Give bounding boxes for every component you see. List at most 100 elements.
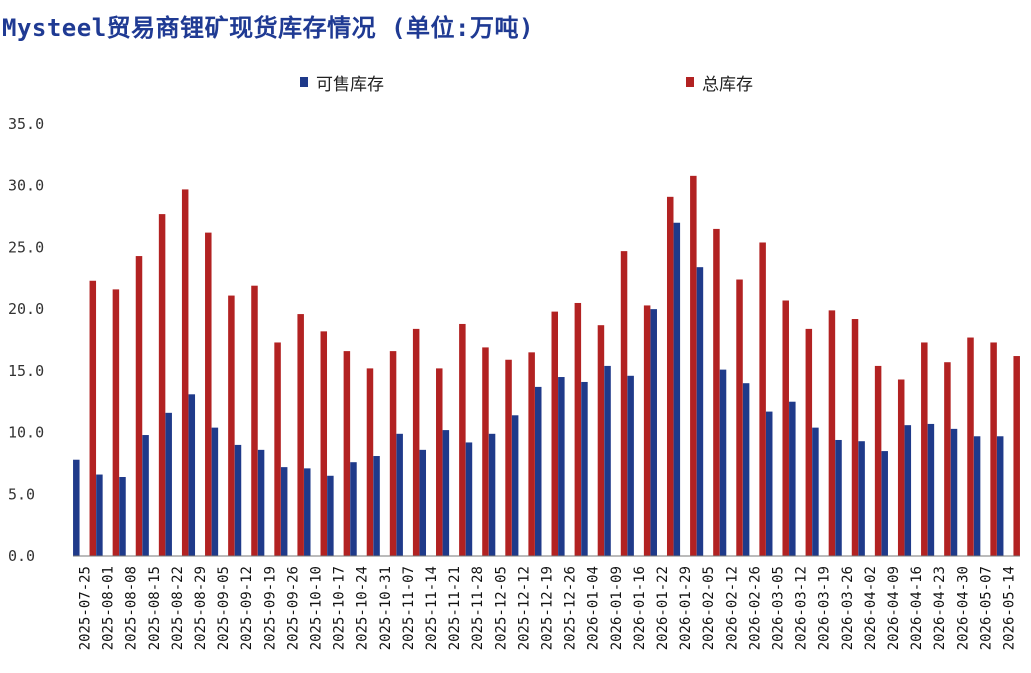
x-tick-label: 2026-03-19 bbox=[817, 566, 833, 650]
bar-available bbox=[373, 456, 380, 556]
legend: 可售库存 总库存 bbox=[300, 75, 753, 95]
bar-total bbox=[921, 342, 928, 556]
x-tick-label: 2026-05-07 bbox=[978, 566, 994, 650]
bar-available bbox=[927, 423, 935, 556]
chart-title: Mysteel贸易商锂矿现货库存情况 (单位:万吨) bbox=[2, 14, 534, 42]
x-tick-label: 2025-08-22 bbox=[170, 566, 186, 650]
x-tick-label: 2025-09-12 bbox=[239, 566, 255, 650]
bar-total bbox=[389, 351, 397, 556]
bar-total bbox=[759, 242, 766, 556]
x-tick-label: 2025-10-24 bbox=[355, 566, 371, 650]
x-tick-label: 2025-08-29 bbox=[193, 566, 209, 650]
bar-available bbox=[327, 475, 334, 556]
y-tick-label: 15.0 bbox=[8, 362, 44, 380]
bar-available bbox=[812, 427, 819, 556]
bar-available bbox=[96, 474, 103, 556]
bar-total bbox=[205, 232, 212, 557]
bar-total bbox=[251, 285, 258, 556]
bar-total bbox=[967, 337, 974, 556]
bar-total bbox=[597, 325, 605, 556]
bar-available bbox=[280, 467, 288, 556]
x-tick-label: 2025-07-25 bbox=[78, 566, 94, 650]
bar-total bbox=[274, 342, 281, 556]
bar-available bbox=[211, 427, 219, 556]
bar-total bbox=[944, 362, 951, 556]
x-tick-label: 2026-02-05 bbox=[701, 566, 717, 650]
bars bbox=[73, 175, 1020, 557]
bar-total bbox=[713, 228, 720, 556]
bar-total bbox=[459, 323, 466, 556]
bar-available bbox=[234, 444, 242, 556]
bar-total bbox=[643, 305, 651, 556]
bar-total bbox=[228, 295, 235, 556]
bar-total bbox=[620, 251, 628, 557]
bar-total bbox=[181, 189, 189, 556]
bar-total bbox=[805, 328, 813, 556]
bar-available bbox=[973, 436, 981, 556]
x-tick-label: 2026-01-09 bbox=[609, 566, 625, 650]
bar-total bbox=[736, 279, 743, 556]
bar-available bbox=[742, 383, 750, 556]
bar-available bbox=[835, 439, 842, 556]
bar-total bbox=[343, 351, 351, 556]
bar-available bbox=[627, 375, 634, 556]
bar-total bbox=[135, 256, 143, 556]
bar-total bbox=[851, 319, 859, 556]
bar-total bbox=[828, 310, 836, 556]
y-tick-label: 25.0 bbox=[8, 238, 44, 256]
x-tick-label: 2025-09-05 bbox=[216, 566, 232, 650]
bar-total bbox=[690, 175, 697, 556]
bar-total bbox=[412, 328, 420, 556]
bar-available bbox=[304, 468, 311, 556]
bar-available bbox=[558, 377, 565, 556]
bar-available bbox=[165, 412, 172, 556]
bar-available bbox=[858, 441, 865, 556]
bar-available bbox=[950, 428, 958, 556]
x-tick-label: 2025-08-15 bbox=[147, 566, 163, 650]
bar-available bbox=[673, 222, 681, 556]
bar-available bbox=[188, 394, 196, 556]
bar-total bbox=[158, 214, 166, 557]
bar-available bbox=[350, 462, 357, 556]
bar-available bbox=[881, 451, 888, 556]
x-tick-label: 2025-08-01 bbox=[101, 566, 117, 650]
bar-total bbox=[320, 331, 328, 556]
x-tick-label: 2026-04-16 bbox=[909, 566, 925, 650]
y-tick-label: 5.0 bbox=[8, 485, 35, 503]
x-tick-label: 2025-09-26 bbox=[285, 566, 301, 650]
bar-total bbox=[112, 289, 120, 556]
bar-total bbox=[782, 300, 789, 556]
legend-label-1: 总库存 bbox=[702, 75, 753, 95]
x-tick-label: 2025-11-07 bbox=[401, 566, 417, 650]
bar-total bbox=[897, 379, 905, 556]
bar-total bbox=[89, 280, 97, 556]
x-tick-label: 2025-12-26 bbox=[563, 566, 579, 650]
x-tick-label: 2026-03-12 bbox=[794, 566, 810, 650]
x-tick-label: 2026-03-05 bbox=[770, 566, 786, 650]
bar-available bbox=[419, 449, 427, 556]
x-tick-label: 2026-05-14 bbox=[1001, 566, 1017, 650]
bar-available bbox=[604, 365, 611, 556]
y-tick-label: 35.0 bbox=[8, 115, 44, 133]
x-tick-label: 2025-08-08 bbox=[124, 566, 140, 650]
x-tick-label: 2026-01-16 bbox=[632, 566, 648, 650]
legend-swatch-1 bbox=[686, 77, 694, 87]
x-tick-label: 2026-04-09 bbox=[886, 566, 902, 650]
x-tick-label: 2026-02-26 bbox=[747, 566, 763, 650]
bar-available bbox=[73, 459, 80, 556]
bar-total bbox=[482, 347, 489, 556]
y-tick-label: 0.0 bbox=[8, 547, 35, 565]
y-tick-label: 20.0 bbox=[8, 300, 44, 318]
bar-total bbox=[366, 368, 374, 556]
x-tick-label: 2026-04-23 bbox=[932, 566, 948, 650]
x-axis: 2025-07-25 2025-08-01 2025-08-08 2025-08-15… bbox=[73, 555, 1020, 650]
bar-available bbox=[996, 436, 1004, 556]
x-tick-label: 2026-04-30 bbox=[955, 566, 971, 650]
y-axis: 0.0 5.0 10.0 15.0 20.0 25.0 30.0 35.0 bbox=[8, 115, 44, 565]
bar-total bbox=[297, 314, 304, 556]
x-tick-label: 2025-10-31 bbox=[378, 566, 394, 650]
x-tick-label: 2025-11-21 bbox=[447, 566, 463, 650]
bar-available bbox=[257, 449, 265, 556]
bar-available bbox=[442, 430, 450, 556]
x-tick-label: 2026-01-29 bbox=[678, 566, 694, 650]
